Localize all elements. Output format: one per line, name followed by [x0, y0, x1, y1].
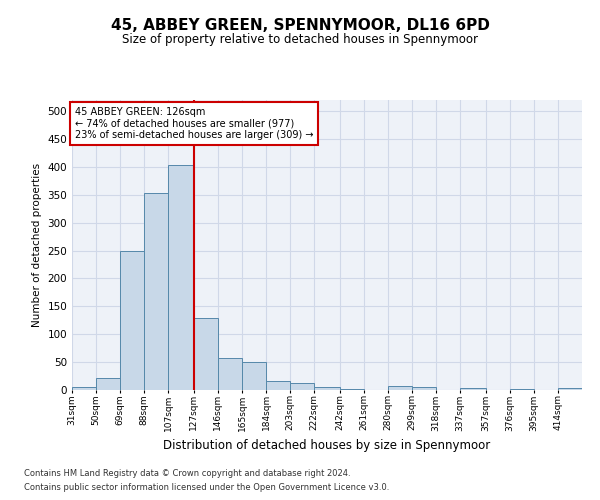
Bar	[72, 387, 96, 390]
Text: 45, ABBEY GREEN, SPENNYMOOR, DL16 6PD: 45, ABBEY GREEN, SPENNYMOOR, DL16 6PD	[110, 18, 490, 32]
Bar	[145, 193, 169, 390]
Bar	[412, 387, 436, 390]
Bar	[169, 165, 194, 390]
Text: Contains public sector information licensed under the Open Government Licence v3: Contains public sector information licen…	[24, 484, 389, 492]
Bar	[266, 380, 290, 390]
Bar	[242, 362, 266, 390]
Bar	[120, 250, 145, 390]
Bar	[388, 386, 412, 390]
Bar	[290, 383, 314, 390]
Text: Size of property relative to detached houses in Spennymoor: Size of property relative to detached ho…	[122, 32, 478, 46]
Bar	[460, 388, 485, 390]
Y-axis label: Number of detached properties: Number of detached properties	[32, 163, 42, 327]
Bar	[314, 387, 340, 390]
Text: Contains HM Land Registry data © Crown copyright and database right 2024.: Contains HM Land Registry data © Crown c…	[24, 468, 350, 477]
X-axis label: Distribution of detached houses by size in Spennymoor: Distribution of detached houses by size …	[163, 439, 491, 452]
Text: 45 ABBEY GREEN: 126sqm
← 74% of detached houses are smaller (977)
23% of semi-de: 45 ABBEY GREEN: 126sqm ← 74% of detached…	[74, 108, 313, 140]
Bar	[218, 358, 242, 390]
Bar	[96, 378, 120, 390]
Bar	[194, 318, 218, 390]
Bar	[558, 388, 582, 390]
